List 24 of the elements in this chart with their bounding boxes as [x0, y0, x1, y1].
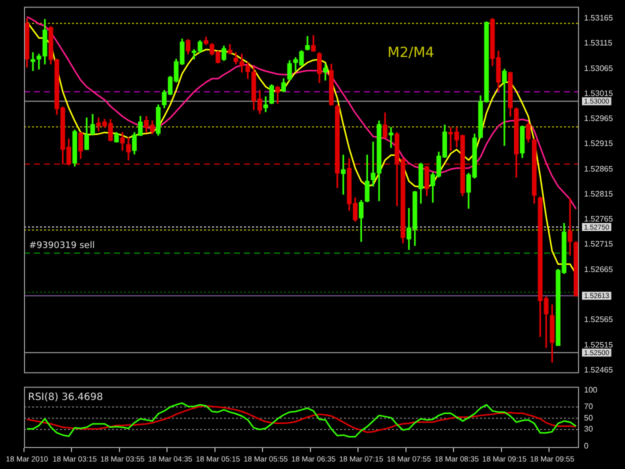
y-tick-label: 1.52765: [584, 214, 614, 224]
y-tick-label: 1.53065: [584, 64, 614, 73]
candlestick: [388, 127, 394, 148]
y-tick-label: 0: [584, 442, 589, 451]
annotation: #9390319 sell: [29, 241, 95, 252]
y-tick-label: 30: [584, 424, 594, 434]
y-tick-label: 100: [584, 385, 598, 394]
annotation: M2/M4: [388, 44, 434, 61]
y-tick-label: 1.52815: [584, 189, 614, 198]
y-tick-label: 1.53165: [584, 14, 614, 23]
y-tick-label: 50: [584, 413, 594, 422]
y-tick-label: 1.52665: [584, 264, 614, 274]
y-tick-label: 1.52565: [584, 315, 614, 324]
text: RSI(8) 36.4698: [28, 392, 103, 403]
y-tick-label: 1.52965: [584, 114, 614, 124]
y-tick-label: 1.52465: [584, 365, 614, 374]
y-tick-label: 1.53115: [584, 38, 613, 48]
candlestick: [568, 198, 572, 256]
y-tick-label: 1.52865: [584, 164, 614, 174]
y-tick-label: 1.53015: [584, 88, 614, 98]
y-tick-label: 1.52515: [584, 340, 614, 350]
y-tick-label: 70: [584, 402, 594, 412]
y-tick-label: 1.52715: [584, 240, 614, 249]
y-tick-label: 1.52915: [584, 139, 614, 148]
